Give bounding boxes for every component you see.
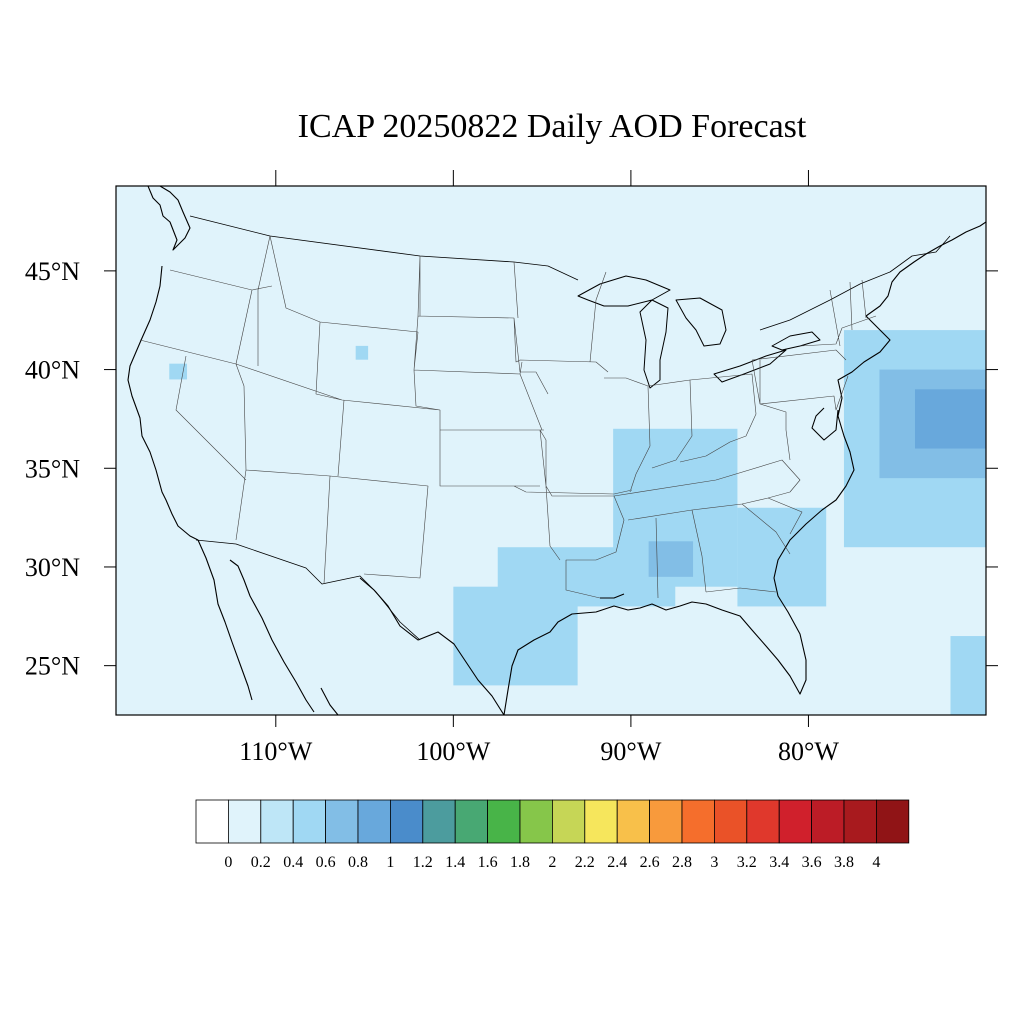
colorbar-label: 2.6 [640, 854, 660, 871]
colorbar-label: 4 [872, 854, 880, 871]
colorbar-label: 0.4 [283, 854, 303, 871]
colorbar-swatch [681, 799, 715, 844]
colorbar-swatch [649, 799, 683, 844]
colorbar-label: 2 [548, 854, 556, 871]
aod-region-8 [914, 389, 986, 449]
colorbar-swatch [519, 799, 553, 844]
lon-label: 100°W [416, 737, 490, 766]
colorbar-label: 3.4 [769, 854, 789, 871]
aod-region-5 [737, 507, 827, 607]
colorbar-swatch [811, 799, 845, 844]
aod-region-4 [648, 541, 694, 577]
lon-label: 80°W [778, 737, 839, 766]
colorbar-label: 2.4 [607, 854, 627, 871]
map-frame [115, 185, 987, 716]
colorbar: 0 0.2 0.4 0.6 0.8 1 1.2 1.4 1.6 1.8 2 2.2 2.4 2.6 2.8 3… [195, 799, 910, 871]
colorbar-label: 1.4 [445, 854, 465, 871]
colorbar-label: 0.6 [316, 854, 336, 871]
lon-label: 110°W [239, 737, 312, 766]
colorbar-swatch [325, 799, 359, 844]
colorbar-label: 1.6 [478, 854, 498, 871]
colorbar-swatch [292, 799, 327, 844]
colorbar-label: 2.8 [672, 854, 692, 871]
colorbar-swatch [746, 799, 780, 844]
colorbar-label: 3.6 [802, 854, 822, 871]
great-lakes [577, 275, 821, 389]
colorbar-label: 1.2 [413, 854, 433, 871]
colorbar-label: 1.8 [510, 854, 530, 871]
lat-label: 45°N [25, 257, 80, 286]
coastline [127, 186, 986, 715]
lat-label: 40°N [25, 356, 80, 385]
colorbar-swatch [584, 799, 618, 844]
lat-label: 35°N [25, 454, 80, 483]
colorbar-swatch [454, 799, 489, 844]
map-title: ICAP 20250822 Daily AOD Forecast [297, 108, 807, 145]
lat-label: 30°N [25, 553, 80, 582]
colorbar-swatch [487, 799, 521, 844]
state-boundaries [139, 235, 877, 599]
colorbar-swatch [778, 799, 813, 844]
colorbar-swatch [227, 799, 262, 844]
colorbar-swatch [714, 799, 748, 844]
colorbar-swatch [422, 799, 456, 844]
colorbar-swatch [260, 799, 294, 844]
lat-label: 25°N [25, 652, 80, 681]
colorbar-label: 2.2 [575, 854, 595, 871]
colorbar-label: 0.8 [348, 854, 368, 871]
aod-region-9 [355, 345, 369, 360]
colorbar-swatch [389, 799, 424, 844]
colorbar-swatch [552, 799, 586, 844]
colorbar-label: 0 [224, 854, 232, 871]
colorbar-label: 3.8 [834, 854, 854, 871]
aod-region-11 [950, 636, 986, 715]
colorbar-swatch [843, 799, 877, 844]
colorbar-swatch [616, 799, 651, 844]
colorbar-swatch [876, 799, 910, 844]
lon-label: 90°W [600, 737, 661, 766]
colorbar-label: 3.2 [737, 854, 757, 871]
aod-region-2 [453, 586, 578, 686]
colorbar-label: 3 [710, 854, 718, 871]
colorbar-swatch [195, 799, 229, 844]
colorbar-label: 0.2 [251, 854, 271, 871]
colorbar-swatch [357, 799, 391, 844]
national-borders [189, 215, 951, 641]
colorbar-label: 1 [386, 854, 394, 871]
